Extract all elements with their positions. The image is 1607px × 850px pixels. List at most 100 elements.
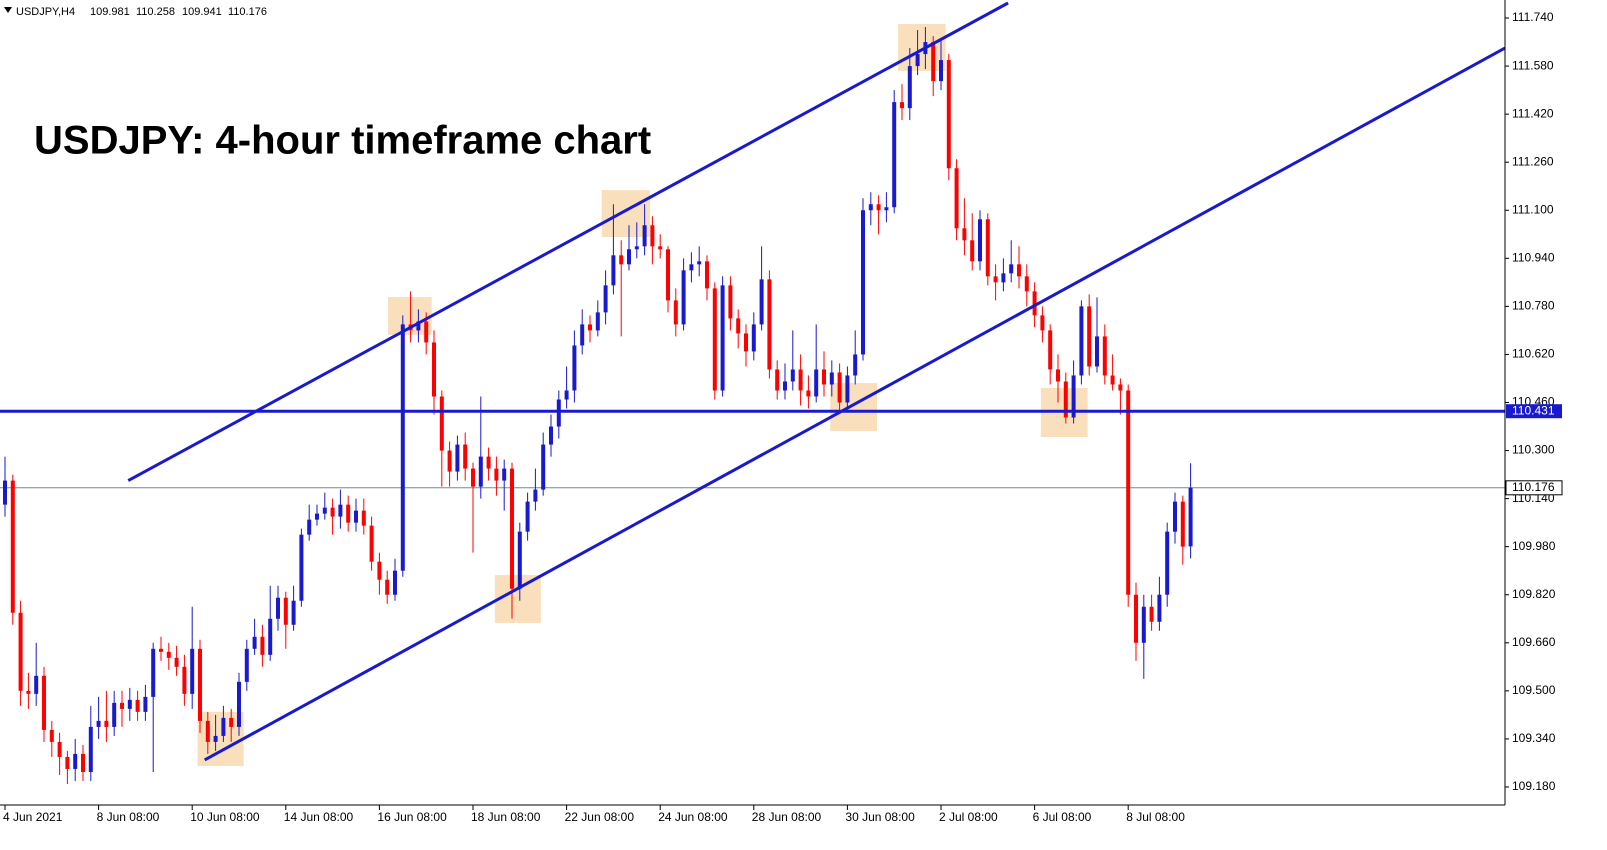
candle-body [658,246,663,250]
open-price: 109.981 [90,6,130,18]
x-tick-label: 30 Jun 08:00 [845,810,915,824]
candle-body [556,399,561,427]
candle-body [884,207,889,211]
y-tick-label: 109.180 [1512,779,1556,793]
candle-body [689,264,694,271]
candle-body [1157,594,1162,622]
candle-body [174,657,179,667]
candle-body [377,561,382,580]
candle-body [354,510,358,523]
candle-body [1032,291,1037,316]
highlight-box [830,382,878,432]
candle-body [1063,381,1068,418]
x-tick-label: 2 Jul 08:00 [939,810,998,824]
candle-body [580,324,585,346]
candle-body [868,204,873,211]
candle-body [1056,369,1060,382]
x-tick-label: 8 Jun 08:00 [97,810,160,824]
candle-body [829,372,834,385]
candle-body [619,255,624,265]
candle-body [697,261,702,265]
candle-body [1110,375,1115,385]
candle-body [946,60,951,169]
candle-body [49,729,54,742]
candle-body [798,369,803,391]
candle-body [120,702,124,709]
candle-body [603,285,608,313]
close-price: 110.176 [228,6,267,18]
y-tick-label: 109.980 [1512,539,1556,553]
candle-body [759,279,764,325]
candle-body [822,369,826,385]
candle-body [198,648,202,721]
candle-body [993,276,998,283]
candle-body [260,636,265,655]
candle-body [705,261,709,289]
candle-body [205,720,210,742]
candle-body [494,468,499,481]
x-tick-label: 16 Jun 08:00 [377,810,447,824]
candle-body [322,507,327,514]
candle-body [892,102,897,208]
candle-body [627,249,631,265]
candle-body [783,381,787,391]
candle-body [666,249,670,301]
x-tick-label: 22 Jun 08:00 [565,810,635,824]
candle-body [806,390,811,397]
candle-body [73,753,78,769]
candle-body [1017,264,1021,277]
candle-body [283,597,288,625]
candle-body [595,312,600,331]
candle-body [96,720,101,727]
menu-arrow[interactable] [4,7,12,13]
candle-body [962,228,967,241]
candle-body [814,369,819,397]
x-tick-label: 10 Jun 08:00 [190,810,260,824]
candle-body [237,681,241,727]
candle-body [767,279,772,370]
candle-body [471,468,475,487]
candle-body [104,720,109,727]
candle-body [1173,501,1177,532]
candle-body [1102,336,1107,376]
level-label: 110.431 [1512,403,1555,417]
candle-body [744,333,748,352]
candle-body [268,618,273,655]
candle-body [400,324,405,571]
price-label: 110.176 [1512,480,1555,494]
candle-body [315,513,319,520]
candle-body [447,450,452,472]
candle-body [876,204,881,211]
candle-body [424,321,429,343]
candle-body [954,168,959,229]
y-tick-label: 111.260 [1512,154,1554,168]
candle-body [525,501,530,532]
candle-body [127,699,132,709]
candle-body [736,318,741,334]
candle-body [1087,306,1092,367]
candle-body [65,756,70,769]
candle-body [1001,273,1006,283]
candle-body [775,369,780,391]
y-tick-label: 110.620 [1512,347,1555,361]
candle-body [751,324,756,352]
x-tick-label: 28 Jun 08:00 [752,810,822,824]
chart-title: USDJPY: 4-hour timeframe chart [34,119,651,163]
candle-body [712,288,717,391]
candle-body [681,270,686,325]
candle-body [837,372,842,403]
candle-body [549,426,553,445]
candle-body [299,534,304,601]
high-price: 110.258 [136,6,175,18]
candle-body [26,690,31,694]
symbol: USDJPY,H4 [16,6,75,18]
y-tick-label: 110.940 [1512,250,1555,264]
candle-body [330,507,335,517]
candle-body [510,468,514,589]
candle-body [338,504,343,517]
candle-body [931,42,936,82]
candle-body [978,219,982,262]
candle-body [252,636,257,649]
candle-body [907,66,912,109]
